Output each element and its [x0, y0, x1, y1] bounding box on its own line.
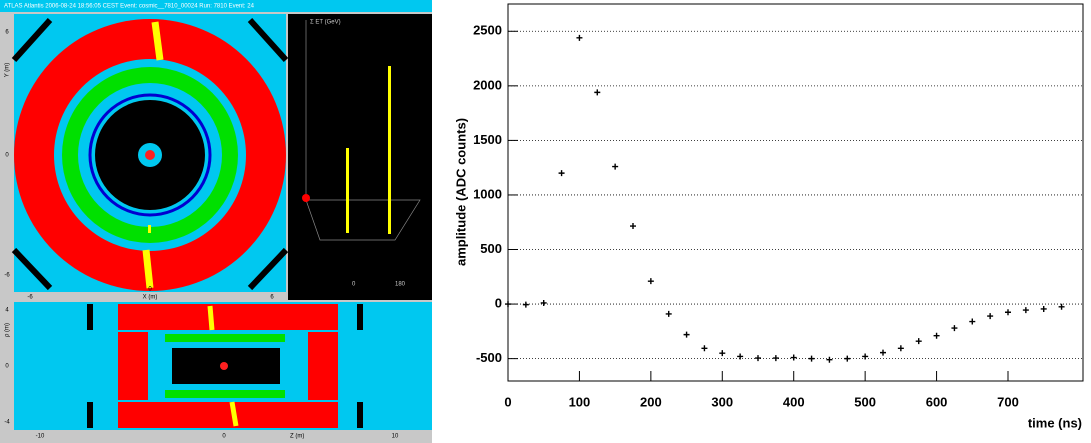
point: [772, 355, 779, 362]
point: [630, 223, 636, 230]
point: [612, 163, 619, 170]
tick: -4: [4, 420, 10, 426]
point: [1022, 307, 1029, 314]
point: [1040, 305, 1047, 312]
header: ATLAS Atlantis 2006-08-24 18:56:05 CEST …: [4, 4, 255, 10]
muon-chambers: [87, 304, 363, 428]
x-tick-label: 200: [640, 394, 662, 409]
solenoid: [88, 93, 212, 217]
x-axis-label: time (ns): [1028, 415, 1082, 430]
point: [1058, 303, 1065, 310]
x-tick-label: 500: [854, 394, 876, 409]
point: [576, 34, 583, 41]
calo: [118, 402, 338, 428]
x-tick-label: 600: [926, 394, 948, 409]
tick: 10: [392, 434, 399, 440]
point: [755, 355, 761, 362]
marker: [302, 194, 310, 202]
scatter-plot: amplitude (ADC counts) time (ns) -500 0 50…: [453, 3, 1084, 430]
point: [594, 89, 601, 96]
y-tick-label: -500: [476, 350, 502, 365]
tick: 6: [5, 30, 9, 36]
tick: -6: [4, 273, 10, 279]
tick: 0: [352, 282, 356, 288]
tick: 180: [395, 282, 406, 288]
y-tick-label: 2000: [473, 77, 502, 92]
point: [790, 354, 797, 361]
y-tick-label: 2500: [473, 23, 502, 38]
point: [505, 301, 511, 308]
point: [862, 353, 869, 360]
vertex: [220, 362, 228, 370]
plot-frame: [507, 3, 1084, 382]
point: [1005, 309, 1011, 316]
vertex: [145, 150, 155, 160]
y-tick-label: 1500: [473, 132, 502, 147]
y-label: ρ (m): [5, 323, 11, 337]
x-tick-label: 400: [783, 394, 805, 409]
point: [933, 332, 940, 339]
point: [558, 170, 565, 177]
point: [897, 345, 904, 352]
calo: [118, 304, 338, 330]
hits: [207, 305, 239, 427]
lego-grid: [305, 20, 421, 241]
x-tick-label: 0: [504, 394, 511, 409]
tick: 0: [5, 153, 9, 159]
tick: 0: [222, 434, 226, 440]
point: [719, 350, 726, 357]
point: [683, 331, 690, 338]
tower: [388, 66, 391, 234]
tick: 0: [5, 364, 9, 370]
calo: [308, 332, 338, 400]
tick: -6: [27, 295, 33, 301]
y-tick-label: 1000: [473, 186, 502, 201]
header-bar: [0, 0, 432, 12]
point: [844, 355, 851, 362]
point: [665, 310, 672, 317]
point: [737, 353, 744, 360]
tick: 4: [5, 308, 9, 314]
hit: [148, 225, 151, 233]
point: [880, 349, 886, 356]
calo: [165, 334, 285, 342]
event-display: ATLAS Atlantis 2006-08-24 18:56:05 CEST …: [0, 0, 432, 443]
calo: [165, 390, 285, 398]
y-label: Y (m): [5, 63, 11, 78]
point: [647, 278, 654, 285]
point: [969, 318, 976, 325]
tick: 0: [148, 287, 152, 293]
point: [540, 299, 547, 306]
tower: [346, 148, 349, 233]
x-tick-label: 300: [711, 394, 733, 409]
muon-chambers: [11, 17, 289, 291]
y-tick-label: 0: [495, 296, 502, 311]
tick: -10: [36, 434, 45, 440]
point: [951, 325, 958, 332]
y-axis-label: amplitude (ADC counts): [453, 118, 468, 266]
lego-view: [288, 14, 432, 300]
point: [826, 356, 833, 363]
x-label: Z (m): [290, 434, 304, 440]
y-tick-label: 500: [480, 241, 502, 256]
point: [808, 355, 815, 362]
hits: [142, 21, 164, 289]
point: [987, 313, 994, 320]
calo: [118, 332, 148, 400]
point: [915, 338, 922, 345]
lego-label: Σ ET (GeV): [310, 20, 341, 26]
tick: 6: [270, 295, 274, 301]
point: [522, 301, 529, 308]
x-tick-label: 100: [569, 394, 591, 409]
x-label: X (m): [143, 295, 158, 301]
x-tick-label: 700: [997, 394, 1019, 409]
point: [701, 345, 708, 352]
